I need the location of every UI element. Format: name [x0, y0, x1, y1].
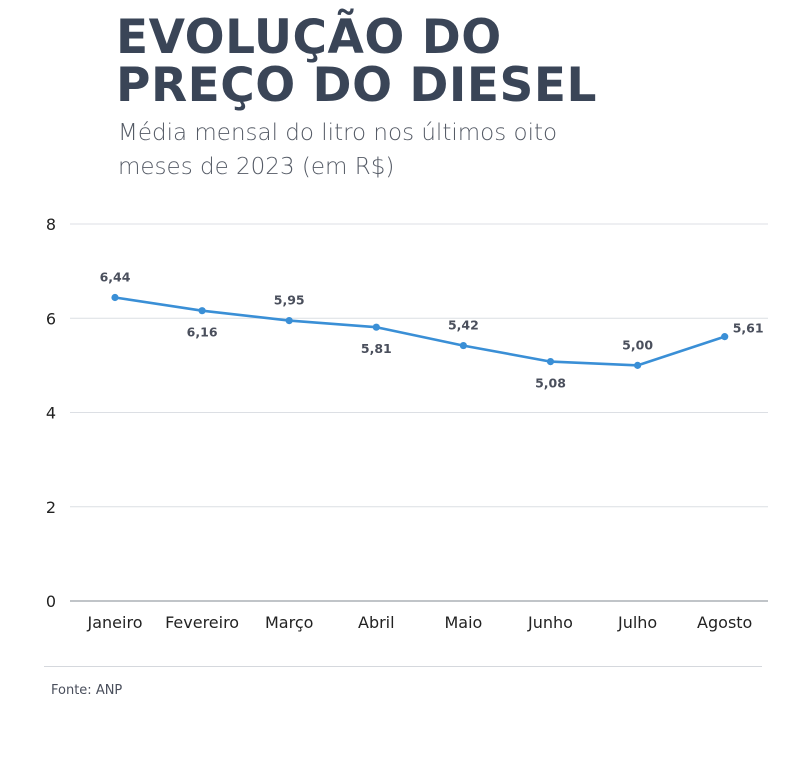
data-label-4: 5,81 — [361, 341, 392, 356]
data-label-8: 5,61 — [733, 321, 764, 336]
y-tick-label-4: 4 — [46, 404, 56, 423]
x-axis-ticks: Janeiro Fevereiro Março Abril Maio Junho Julho… — [87, 613, 753, 632]
data-label-3: 5,95 — [274, 293, 305, 308]
chart-title: EVOLUÇÃO DO PREÇO DO DIESEL — [116, 14, 597, 110]
x-tick-label-4: Abril — [358, 613, 395, 632]
data-point-3 — [285, 317, 293, 325]
data-label-2: 6,16 — [187, 325, 218, 340]
gridlines — [70, 223, 768, 508]
chart-title-line-2: PREÇO DO DIESEL — [116, 58, 597, 113]
data-label-1: 6,44 — [100, 270, 131, 285]
footer-divider — [44, 666, 762, 667]
x-tick-label-7: Julho — [617, 613, 657, 632]
y-tick-label-6: 6 — [46, 309, 56, 328]
source-note: Fonte: ANP — [51, 683, 123, 698]
x-tick-label-3: Março — [265, 613, 313, 632]
x-tick-label-6: Junho — [527, 613, 573, 632]
x-tick-label-2: Fevereiro — [165, 613, 239, 632]
data-point-5 — [459, 341, 467, 350]
data-labels: 6,44 6,16 5,95 5,81 5,42 5,08 5,00 5,61 — [100, 270, 764, 391]
data-point-4 — [372, 323, 380, 331]
y-tick-label-2: 2 — [46, 498, 56, 517]
x-tick-label-5: Maio — [444, 613, 482, 632]
data-point-7 — [634, 361, 642, 369]
data-point-8 — [721, 333, 729, 341]
series-line — [114, 296, 726, 367]
x-tick-label-8: Agosto — [697, 613, 752, 632]
data-label-7: 5,00 — [622, 337, 653, 352]
y-axis-ticks: 0 2 4 6 8 — [46, 215, 56, 611]
data-point-6 — [546, 358, 555, 366]
data-point-2 — [198, 307, 206, 315]
chart-subtitle: Média mensal do litro nos últimos oito m… — [118, 120, 558, 180]
y-tick-label-0: 0 — [46, 592, 56, 611]
chart-title-line-1: EVOLUÇÃO DO — [116, 10, 502, 65]
data-points — [111, 293, 729, 369]
y-tick-label-8: 8 — [46, 215, 56, 234]
x-tick-label-1: Janeiro — [87, 613, 143, 632]
data-label-5: 5,42 — [448, 318, 479, 333]
data-point-1 — [111, 293, 119, 302]
data-label-6: 5,08 — [535, 376, 566, 391]
